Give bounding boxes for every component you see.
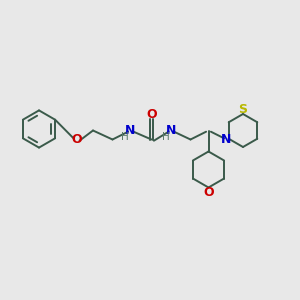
Text: S: S: [238, 103, 247, 116]
Text: N: N: [125, 124, 136, 137]
Text: H: H: [121, 131, 129, 142]
Text: N: N: [166, 124, 176, 137]
Text: O: O: [203, 185, 214, 199]
Text: O: O: [71, 133, 82, 146]
Text: O: O: [146, 108, 157, 121]
Text: N: N: [221, 133, 232, 146]
Text: H: H: [162, 131, 170, 142]
